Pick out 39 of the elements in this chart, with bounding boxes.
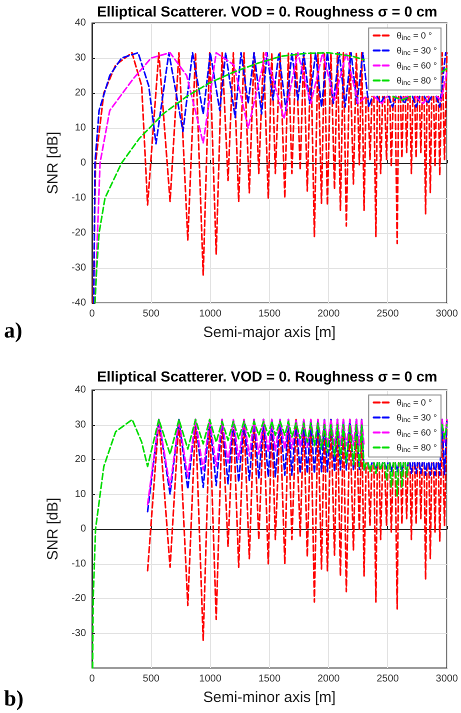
x-tick-label: 1000 [199,308,222,320]
y-tick-label: 40 [74,18,86,28]
y-tick-label: -30 [72,262,86,274]
x-tick-label: 2000 [317,674,340,684]
y-axis-title: SNR [dB] [44,132,62,194]
y-tick-label: 20 [74,454,86,465]
x-tick-label: 1000 [199,674,222,684]
x-tick-label: 1500 [258,308,281,320]
text: b) [4,686,24,710]
y-tick-label: -40 [72,298,86,308]
x-tick-label: 0 [89,308,96,320]
text: a) [4,318,22,342]
x-tick-label: 3000 [436,308,458,320]
y-tick-label: -10 [72,192,86,204]
y-tick-label: -20 [72,593,86,604]
x-tick-label: 2000 [317,308,340,320]
x-tick-label: 1500 [258,674,281,684]
chart-title: Elliptical Scatterer. VOD = 0. Roughness σ = 0 cm [97,370,438,386]
x-tick-label: 3000 [436,674,458,684]
x-tick-label: 500 [142,674,160,684]
y-tick-label: 10 [74,122,86,134]
chart-title: Elliptical Scatterer. VOD = 0. Roughness σ = 0 cm [97,4,438,20]
y-tick-label: -10 [72,558,86,570]
y-tick-label: 0 [80,524,86,534]
x-tick-label: 2500 [376,674,400,684]
y-tick-label: 0 [80,158,86,168]
y-tick-label: 30 [74,52,86,64]
x-tick-label: 500 [142,308,160,320]
y-tick-label: 40 [74,384,86,396]
x-tick-label: 2500 [376,308,400,320]
y-tick-label: 30 [74,419,86,430]
y-axis-title: SNR [dB] [44,498,62,560]
y-tick-label: -20 [72,228,86,238]
x-tick-label: 0 [89,674,96,684]
x-axis-title: Semi-major axis [m] [203,324,336,341]
y-tick-label: 20 [74,88,86,98]
x-axis-title: Semi-minor axis [m] [203,689,336,706]
y-tick-label: 10 [74,488,86,500]
y-tick-label: -30 [72,628,86,639]
